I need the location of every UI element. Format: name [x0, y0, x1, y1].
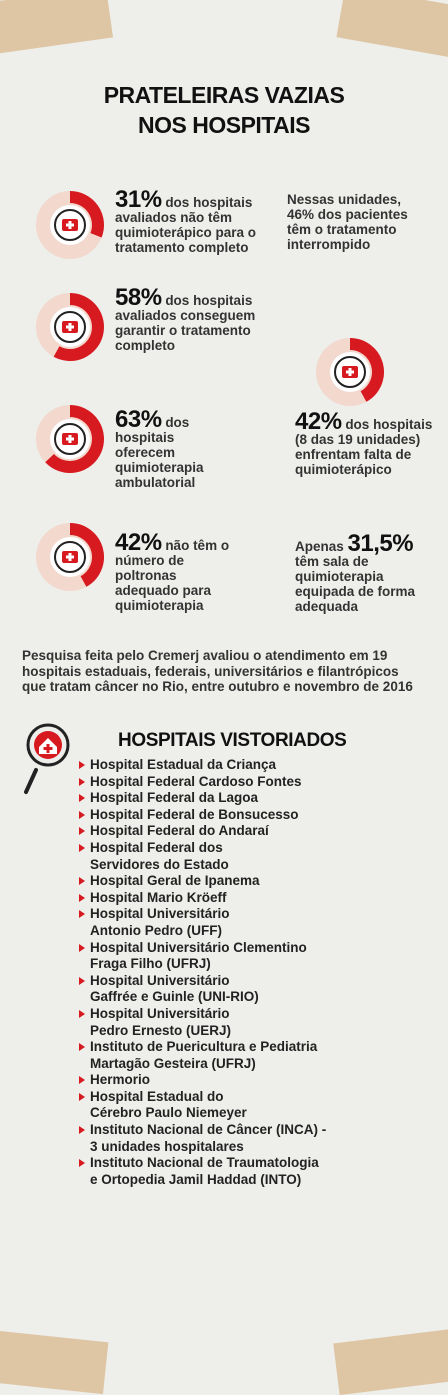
donut [36, 293, 104, 361]
hospital-line: Cérebro Paulo Niemeyer [90, 1105, 247, 1121]
icon [66, 323, 74, 331]
stat: 63% dos hospitais oferecem quimioterapia… [115, 408, 225, 491]
donut-arc [53, 293, 104, 361]
hospital: Hospital Federal do Andaraí [78, 823, 326, 840]
hospital-line: Instituto Nacional de Traumatologia [90, 1155, 319, 1171]
hospital: Hermorio [78, 1072, 326, 1089]
hospital-list: Hospital Estadual da Criança Hospital Fed… [78, 757, 327, 1188]
hospital: Hospital Federal da Lagoa [78, 790, 326, 807]
hospital: Hospital Universitário Clementino Fraga F… [78, 939, 326, 973]
tape [0, 0, 114, 55]
hospital-line: Fraga Filho (UFRJ) [90, 956, 211, 972]
title-line: PRATELEIRAS VAZIAS [103, 82, 345, 108]
donut-arc [45, 405, 104, 473]
hospital-line: Gaffrée e Guinle (UNI-RIO) [90, 989, 259, 1005]
hospital-line: Hospital Estadual da Criança [90, 757, 277, 772]
hospital-line: Hospital Federal da Lagoa [90, 790, 259, 806]
hospital-line: Hospital Federal Cardoso Fontes [90, 773, 302, 789]
hospital-line: Hermorio [90, 1072, 151, 1088]
hospital: Hospital Universitário Gaffrée e Guinle (… [78, 972, 326, 1006]
list-title: HOSPITAIS VISTORIADOS [118, 730, 347, 751]
hospital: Hospital Federal de Bonsucesso [78, 806, 326, 824]
hospital-line: Instituto Nacional de Câncer (INCA) - [90, 1122, 327, 1138]
note-value: 31,5% [347, 530, 414, 557]
hospital: Hospital Federal dos Servidores do Estado [78, 839, 326, 873]
donut-arc [69, 523, 104, 587]
hospital-line: Servidores do Estado [90, 856, 229, 872]
hospital-line: Hospital Estadual do [90, 1088, 224, 1104]
stat: 31% dos hospitais avaliados não têm quim… [115, 188, 273, 256]
note: Apenas 31,5% têm sala de quimioterapia e… [295, 532, 435, 615]
hospital-line: Hospital Federal de Bonsucesso [90, 806, 299, 822]
icon [346, 368, 354, 376]
hospital: Instituto de Puericultura e Pediatria Mar… [78, 1039, 326, 1072]
stat-value: 31% [115, 186, 162, 213]
stat-text: não têm o número de poltronas adequado p… [115, 538, 230, 613]
hospital-line: Hospital Mario Kröeff [90, 889, 227, 905]
tape [333, 1328, 448, 1395]
stat-value: 63% [115, 406, 162, 433]
title: PRATELEIRAS VAZIAS NOS HOSPITAIS [0, 80, 448, 140]
hospital-line: Hospital Universitário [90, 1005, 230, 1021]
note-prefix: Apenas [295, 539, 344, 554]
stat-text: dos hospitais oferecem quimioterapia amb… [115, 415, 204, 490]
hospital-line: Antonio Pedro (UFF) [90, 922, 222, 938]
hospital-line: 3 unidades hospitalares [90, 1138, 244, 1154]
stat-text: dos hospitais avaliados conseguem garant… [115, 293, 256, 353]
icon [66, 435, 74, 443]
hospital: Hospital Universitário Pedro Ernesto (UER… [78, 1005, 326, 1039]
donut-arc [69, 191, 104, 238]
stat-value: 58% [115, 284, 162, 311]
stat-value: 42% [115, 529, 162, 556]
note-text: têm sala de quimioterapia equipada de fo… [295, 554, 416, 614]
stat-text: dos hospitais avaliados não têm quimiote… [115, 195, 257, 255]
stat-text: dos hospitais (8 das 19 unidades) enfren… [295, 417, 433, 477]
hospital-line: Pedro Ernesto (UERJ) [90, 1022, 232, 1038]
note: Nessas unidades, 46% dos pacientes têm o… [287, 192, 408, 252]
footnote: Pesquisa feita pelo Cremerj avaliou o at… [22, 648, 413, 694]
hospital: Hospital Mario Kröeff [78, 889, 326, 907]
hospital-line: Hospital Universitário [90, 906, 230, 922]
hospital: Instituto Nacional de Traumatologia e Ort… [78, 1155, 326, 1188]
hospital: Instituto Nacional de Câncer (INCA) -3 u… [78, 1122, 327, 1155]
donut [36, 191, 104, 259]
hospital-line: Hospital Federal dos [90, 839, 223, 855]
hospital: Hospital Universitário Antonio Pedro (UFF… [78, 906, 326, 939]
hospital-line: Martagão Gesteira (UFRJ) [90, 1055, 256, 1071]
hospital-line: Hospital Federal do Andaraí [90, 823, 269, 839]
hospital-line: Hospital Universitário [90, 972, 230, 988]
hospital: Hospital Geral de Ipanema [78, 873, 326, 890]
icon [66, 221, 74, 229]
stat: 42% não têm o número de poltronas adequa… [115, 531, 230, 614]
hospital-line: Hospital Geral de Ipanema [90, 873, 260, 889]
donut [36, 523, 104, 591]
title-line: NOS HOSPITAIS [138, 112, 311, 138]
stat: 42% dos hospitais (8 das 19 unidades) en… [295, 410, 435, 478]
hospital: Hospital Estadual do Cérebro Paulo Niemey… [78, 1088, 326, 1122]
donut [36, 405, 104, 473]
donut [316, 338, 384, 406]
hospital: Hospital Federal Cardoso Fontes [78, 773, 326, 791]
magnifier-icon [24, 723, 70, 794]
hospital-line: e Ortopedia Jamil Haddad (INTO) [90, 1171, 302, 1187]
hospital-line: Hospital Universitário Clementino [90, 939, 307, 955]
icon [66, 553, 74, 561]
tape [336, 0, 448, 59]
tape [0, 1329, 109, 1395]
hospital-line: Instituto de Puericultura e Pediatria [90, 1039, 318, 1055]
donut-arc [349, 338, 384, 402]
hospital: Hospital Estadual da Criança [78, 757, 326, 774]
stat: 58% dos hospitais avaliados conseguem ga… [115, 286, 285, 354]
stat-value: 42% [295, 408, 342, 435]
